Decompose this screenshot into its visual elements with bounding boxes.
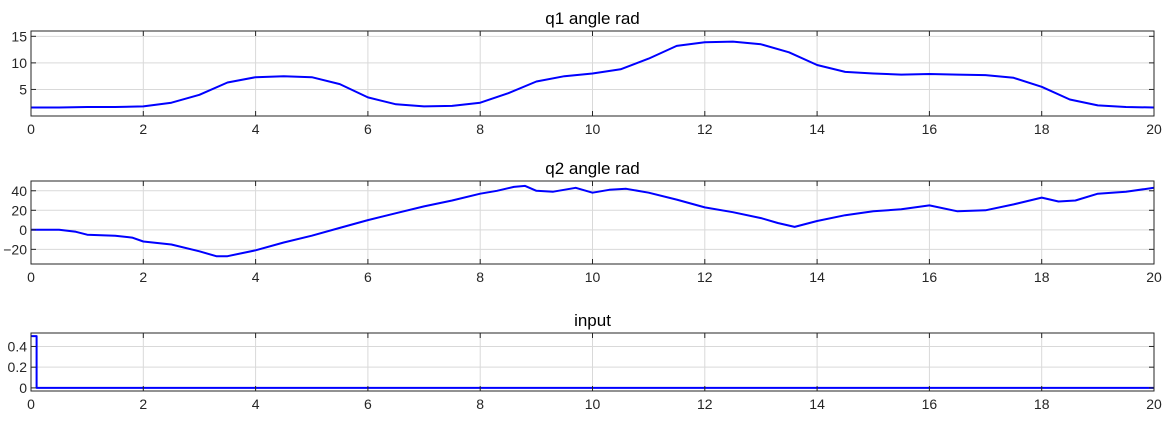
chart-title: q1 angle rad <box>545 9 640 28</box>
x-tick-label: 4 <box>252 396 260 412</box>
x-tick-label: 14 <box>809 121 825 137</box>
x-tick-label: 6 <box>364 121 372 137</box>
x-tick-label: 16 <box>922 269 938 285</box>
x-tick-label: 0 <box>27 396 35 412</box>
y-tick-label: −20 <box>3 241 27 257</box>
x-tick-label: 4 <box>252 121 260 137</box>
x-tick-label: 0 <box>27 121 35 137</box>
chart-title: input <box>574 311 611 330</box>
y-tick-label: 0 <box>19 222 27 238</box>
x-tick-label: 12 <box>697 396 713 412</box>
x-tick-label: 10 <box>585 396 601 412</box>
x-tick-label: 6 <box>364 396 372 412</box>
y-tick-label: 0 <box>19 380 27 396</box>
y-tick-label: 0.2 <box>8 359 28 375</box>
x-tick-label: 20 <box>1146 396 1162 412</box>
x-tick-label: 8 <box>476 121 484 137</box>
y-tick-label: 5 <box>19 81 27 97</box>
x-tick-label: 16 <box>922 396 938 412</box>
series-line <box>31 40 1155 109</box>
series-line <box>31 184 1155 258</box>
y-tick-label: 40 <box>11 183 27 199</box>
x-tick-label: 14 <box>809 396 825 412</box>
x-tick-label: 18 <box>1034 396 1050 412</box>
subplot-q1-angle: 0 2 4 6 8 10 12 14 16 18 20 5 10 15 q1 angle rad <box>11 9 1162 137</box>
x-tick-label: 8 <box>476 269 484 285</box>
subplot-input: 0 2 4 6 8 10 12 14 16 18 20 0 0.2 0.4 input <box>8 311 1162 412</box>
chart-title: q2 angle rad <box>545 159 640 178</box>
y-tick-label: 20 <box>11 202 27 218</box>
x-tick-label: 12 <box>697 121 713 137</box>
x-tick-label: 0 <box>27 269 35 285</box>
y-tick-label: 15 <box>11 28 27 44</box>
x-tick-label: 2 <box>139 121 147 137</box>
x-tick-label: 14 <box>809 269 825 285</box>
x-tick-label: 20 <box>1146 269 1162 285</box>
x-tick-label: 6 <box>364 269 372 285</box>
x-tick-label: 18 <box>1034 269 1050 285</box>
y-tick-label: 0.4 <box>8 338 28 354</box>
x-tick-label: 2 <box>139 396 147 412</box>
series-line <box>31 335 1154 389</box>
x-tick-label: 10 <box>585 121 601 137</box>
x-tick-label: 12 <box>697 269 713 285</box>
y-tick-label: 10 <box>11 55 27 71</box>
x-tick-label: 2 <box>139 269 147 285</box>
x-tick-label: 10 <box>585 269 601 285</box>
x-tick-label: 16 <box>922 121 938 137</box>
x-tick-label: 18 <box>1034 121 1050 137</box>
x-tick-label: 8 <box>476 396 484 412</box>
x-tick-label: 4 <box>252 269 260 285</box>
x-tick-label: 20 <box>1146 121 1162 137</box>
